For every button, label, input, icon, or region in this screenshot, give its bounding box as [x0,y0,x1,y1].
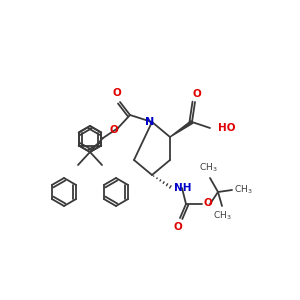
Text: HO: HO [218,123,236,133]
Text: O: O [112,88,122,98]
Text: N: N [146,117,154,127]
Text: NH: NH [174,183,191,193]
Text: CH$_3$: CH$_3$ [213,210,231,223]
Text: O: O [193,89,201,99]
Text: O: O [174,222,182,232]
Polygon shape [170,121,193,137]
Text: O: O [203,198,212,208]
Text: O: O [110,125,118,135]
Text: CH$_3$: CH$_3$ [199,161,217,174]
Text: CH$_3$: CH$_3$ [234,184,253,196]
